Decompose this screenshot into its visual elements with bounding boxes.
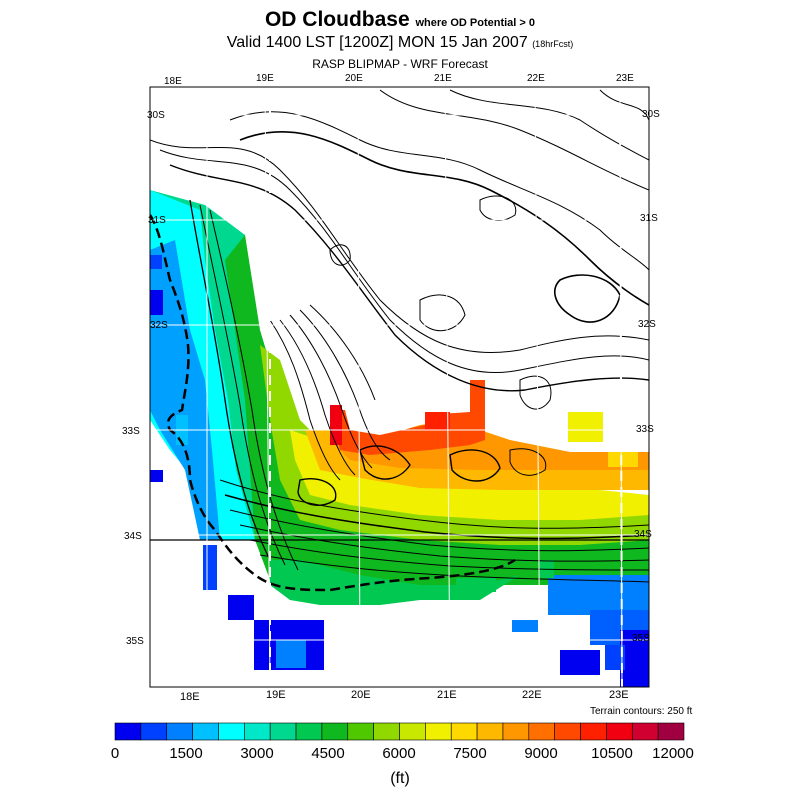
colorbar-label: 4500 xyxy=(311,745,345,762)
lon-label-top: 21E xyxy=(434,73,452,84)
colorbar-label: 1500 xyxy=(169,745,203,762)
lat-label-left: 32S xyxy=(150,320,168,331)
terrain-contour-note: Terrain contours: 250 ft xyxy=(590,706,693,717)
lat-label-left: 31S xyxy=(148,215,166,226)
lon-label-bottom: 23E xyxy=(609,689,629,701)
colorbar-label: 12000 xyxy=(652,745,694,762)
lat-label-right: 35S xyxy=(632,633,650,644)
lat-label-left: 34S xyxy=(124,531,142,542)
lon-label-bottom: 21E xyxy=(437,689,457,701)
colorbar-label: 10500 xyxy=(591,745,633,762)
lon-label-bottom: 19E xyxy=(266,689,286,701)
lon-label-bottom: 18E xyxy=(180,691,200,703)
colorbar-label: 3000 xyxy=(240,745,274,762)
lat-label-left: 33S xyxy=(122,426,140,437)
lon-label-top: 23E xyxy=(616,73,634,84)
lon-label-top: 22E xyxy=(527,73,545,84)
colorbar-label: 6000 xyxy=(382,745,416,762)
lat-label-right: 33S xyxy=(636,424,654,435)
lat-label-left: 35S xyxy=(126,636,144,647)
colorbar-label: 9000 xyxy=(524,745,558,762)
valid-time-line: Valid 1400 LST [1200Z] MON 15 Jan 2007 (… xyxy=(0,34,800,52)
lat-label-right: 31S xyxy=(640,213,658,224)
lon-label-bottom: 20E xyxy=(351,689,371,701)
cloudbase-field xyxy=(150,190,649,687)
terrain-contours xyxy=(150,89,649,583)
valid-time: Valid 1400 LST [1200Z] MON 15 Jan 2007 xyxy=(226,34,528,51)
colorbar-label: 7500 xyxy=(453,745,487,762)
map-frame xyxy=(149,86,650,688)
lon-label-top: 19E xyxy=(256,73,274,84)
map-title: OD Cloudbase where OD Potential > 0 xyxy=(0,8,800,32)
model-label: RASP BLIPMAP - WRF Forecast xyxy=(312,57,488,71)
lon-label-top: 20E xyxy=(345,73,363,84)
lat-label-left: 30S xyxy=(147,110,165,121)
dashed-graticule xyxy=(269,87,623,687)
title-note: where OD Potential > 0 xyxy=(415,17,536,29)
coastline xyxy=(150,214,516,592)
lat-label-right: 30S xyxy=(642,109,660,120)
forecast-hour: (18hrFcst) xyxy=(532,39,574,49)
lat-label-right: 32S xyxy=(638,319,656,330)
lat-label-right: 34S xyxy=(634,529,652,540)
colorbar-units: (ft) xyxy=(390,770,410,787)
colorbar-label: 0 xyxy=(110,745,120,762)
lon-label-top: 18E xyxy=(164,76,182,87)
title-main: OD Cloudbase xyxy=(264,8,410,31)
graticule xyxy=(150,87,649,687)
lon-label-bottom: 22E xyxy=(522,689,542,701)
